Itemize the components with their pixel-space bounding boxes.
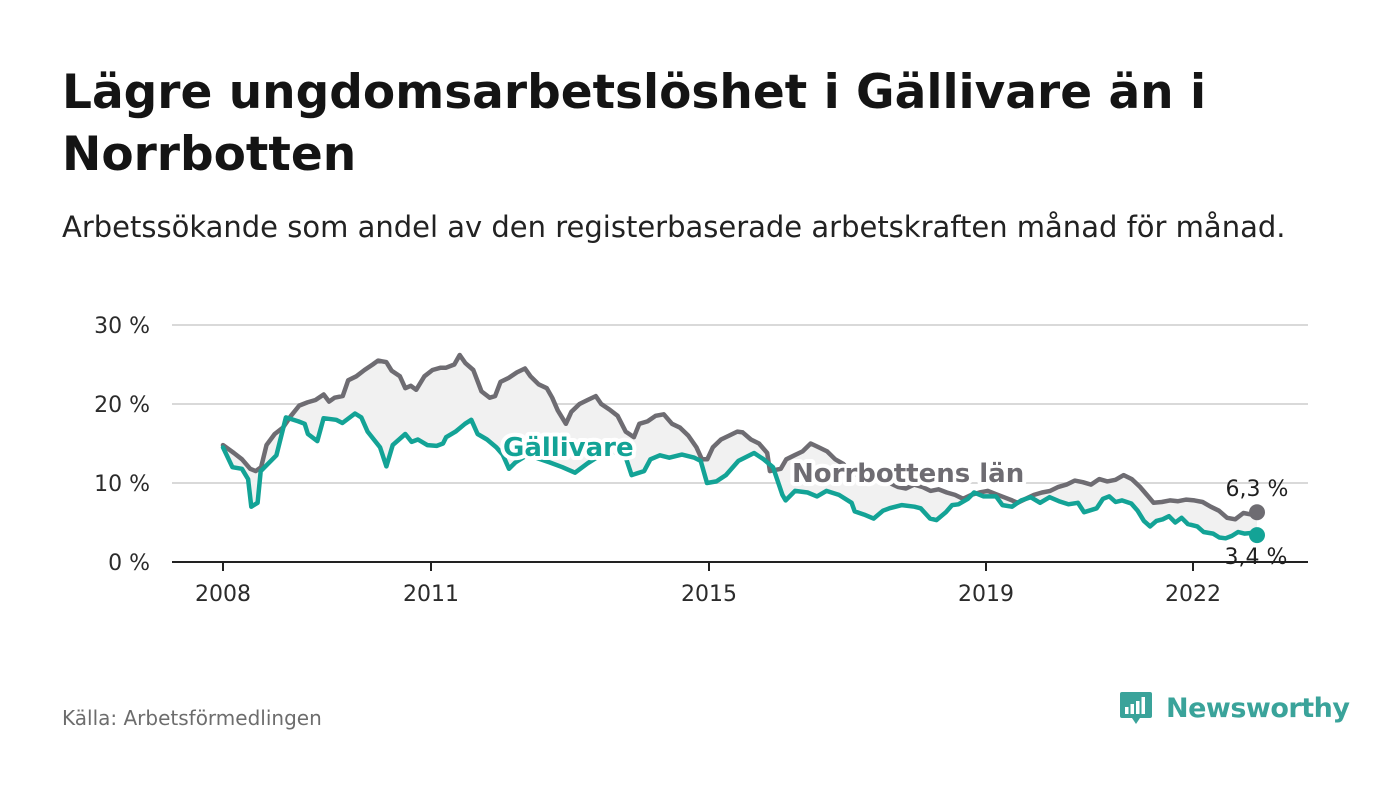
page-subtitle: Arbetssökande som andel av den registerb… [62, 210, 1286, 244]
x-tick-label: 2008 [195, 582, 251, 607]
series-layer [220, 352, 1265, 544]
y-tick-label: 10 % [94, 472, 150, 497]
newsworthy-logo-icon [1120, 692, 1152, 724]
x-tick-label: 2022 [1165, 582, 1221, 607]
norrbotten-line [220, 352, 1260, 522]
y-tick-label: 20 % [94, 393, 150, 418]
gap-fill-layer [223, 355, 1257, 539]
x-tick-label: 2015 [681, 582, 737, 607]
gap-area [223, 355, 1257, 539]
line-chart: 0 % 10 % 20 % 30 % 2008 2011 2015 2019 2022 6,3 … [94, 314, 1308, 607]
grid-layer: 0 % 10 % 20 % 30 % 2008 2011 2015 2019 2022 [94, 314, 1308, 607]
brand-logo[interactable]: Newsworthy [1118, 690, 1350, 726]
norrbotten-series-label: Norrbottens län [792, 459, 1024, 489]
gallivare-series-label-halo: Gällivare [503, 433, 634, 463]
norrbotten-end-value: 6,3 % [1226, 477, 1289, 502]
y-tick-label: 30 % [94, 314, 150, 339]
gallivare-series-label: Gällivare [503, 433, 634, 463]
label-layer: 6,3 %3,4 %GällivareGällivareNorrbottens … [499, 429, 1289, 570]
page-title: Lägre ungdomsarbetslöshet i Gällivare än… [62, 65, 1207, 182]
gallivare-line [220, 411, 1260, 541]
brand-name: Newsworthy [1166, 692, 1350, 724]
y-tick-label: 0 % [108, 551, 150, 576]
gallivare-end-point [1249, 527, 1265, 544]
x-tick-label: 2019 [958, 582, 1014, 607]
norrbotten-series-label-halo: Norrbottens län [792, 459, 1024, 489]
source-note: Källa: Arbetsförmedlingen [62, 706, 322, 730]
norrbotten-end-point [1249, 504, 1265, 521]
gallivare-end-value: 3,4 % [1225, 545, 1288, 570]
x-tick-label: 2011 [403, 582, 459, 607]
